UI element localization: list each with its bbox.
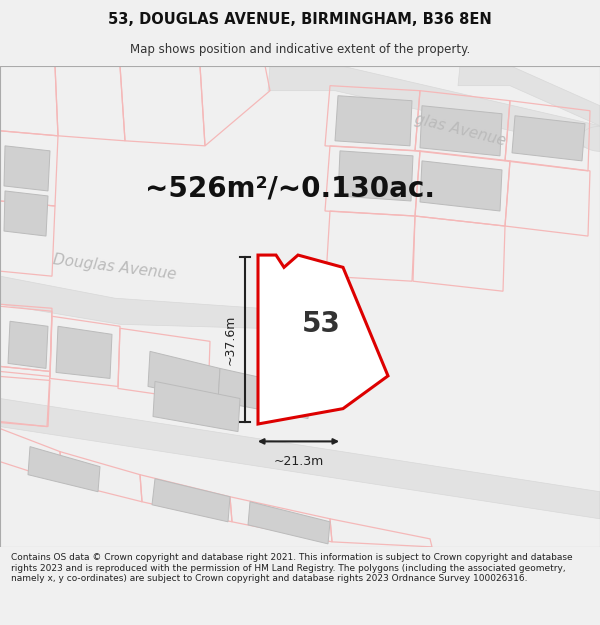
Text: 53, DOUGLAS AVENUE, BIRMINGHAM, B36 8EN: 53, DOUGLAS AVENUE, BIRMINGHAM, B36 8EN: [108, 12, 492, 27]
Polygon shape: [4, 146, 50, 191]
Text: Contains OS data © Crown copyright and database right 2021. This information is : Contains OS data © Crown copyright and d…: [11, 553, 572, 583]
Polygon shape: [420, 161, 502, 211]
Text: Douglas Avenue: Douglas Avenue: [52, 253, 178, 282]
Polygon shape: [152, 479, 230, 522]
Polygon shape: [420, 106, 502, 156]
Text: glas Avenue: glas Avenue: [413, 111, 507, 149]
Polygon shape: [153, 381, 240, 432]
Text: ~526m²/~0.130ac.: ~526m²/~0.130ac.: [145, 174, 435, 203]
Polygon shape: [335, 96, 412, 146]
Polygon shape: [56, 326, 112, 378]
Text: 53: 53: [302, 309, 340, 338]
Polygon shape: [458, 66, 600, 126]
Polygon shape: [8, 321, 48, 368]
Text: ~21.3m: ~21.3m: [274, 456, 323, 469]
Polygon shape: [248, 502, 330, 544]
Polygon shape: [512, 116, 585, 161]
Polygon shape: [218, 368, 310, 419]
Polygon shape: [268, 66, 600, 151]
Polygon shape: [338, 151, 413, 201]
Polygon shape: [28, 447, 100, 492]
Polygon shape: [0, 399, 600, 519]
Text: ~37.6m: ~37.6m: [223, 314, 236, 365]
Text: Map shows position and indicative extent of the property.: Map shows position and indicative extent…: [130, 42, 470, 56]
Polygon shape: [4, 191, 48, 236]
Polygon shape: [0, 276, 320, 328]
Ellipse shape: [580, 126, 600, 151]
Polygon shape: [258, 255, 388, 424]
Polygon shape: [148, 351, 220, 401]
